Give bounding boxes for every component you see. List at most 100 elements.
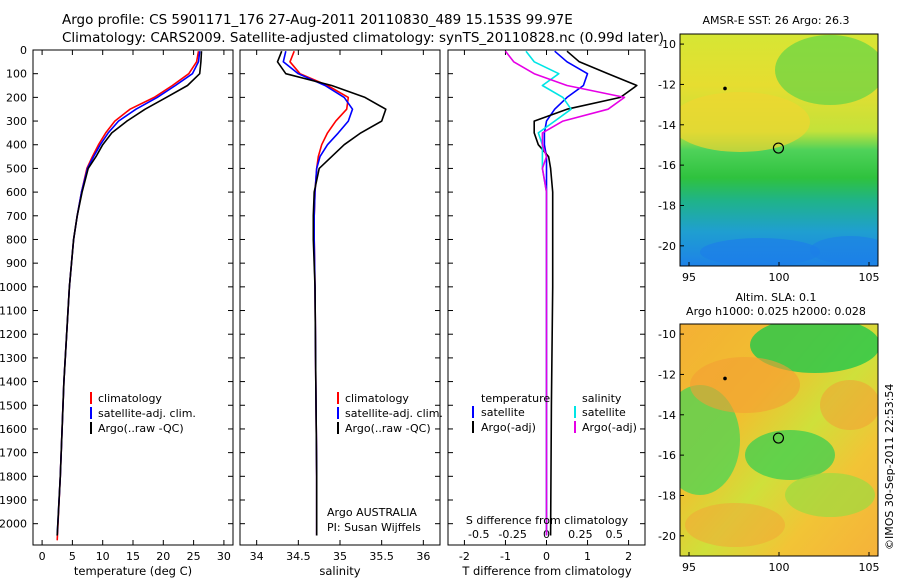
y-tick-label: 1900 bbox=[0, 494, 27, 507]
series-line-argo bbox=[533, 50, 638, 536]
y-tick-label: 1600 bbox=[0, 423, 27, 436]
sst-cool-patch bbox=[700, 238, 820, 266]
legend-label-s-argo: Argo(-adj) bbox=[582, 421, 637, 434]
legend-label-t-satellite: satellite bbox=[481, 406, 525, 419]
sla-map-panel: Altim. SLA: 0.1 Argo h1000: 0.025 h2000:… bbox=[658, 291, 879, 574]
x-tick-label: 0 bbox=[39, 550, 46, 563]
map-y-tick-label: -18 bbox=[658, 489, 676, 502]
y-tick-label: 1800 bbox=[0, 470, 27, 483]
y-tick-label: 1400 bbox=[0, 376, 27, 389]
float-location-marker bbox=[772, 142, 785, 154]
x-tick-label: 30 bbox=[217, 550, 231, 563]
temperature-xlabel: temperature (deg C) bbox=[74, 564, 192, 578]
y-tick-label: 1700 bbox=[0, 447, 27, 460]
sla-orange-patch bbox=[690, 357, 800, 413]
sla-green-patch bbox=[750, 324, 878, 373]
difference-legend: temperature salinity satellite Argo(-adj… bbox=[472, 392, 637, 434]
series-line-argo bbox=[276, 50, 387, 536]
top-x-tick-label: 0.5 bbox=[606, 528, 624, 541]
float-program-label: Argo AUSTRALIA bbox=[327, 506, 417, 519]
legend-label-t-argo: Argo(-adj) bbox=[481, 421, 536, 434]
legend-label-argo: Argo(..raw -QC) bbox=[345, 422, 431, 435]
x-tick-label: 34 bbox=[250, 550, 264, 563]
map-y-tick-label: -12 bbox=[658, 78, 676, 91]
temperature-panel: 0 5 10 15 20 25 300100200300400500600700800900… bbox=[0, 44, 234, 578]
y-tick-label: 1100 bbox=[0, 305, 27, 318]
x-tick-label: 35 bbox=[333, 550, 347, 563]
y-tick-label: 1200 bbox=[0, 328, 27, 341]
series-line-argo_s bbox=[504, 50, 626, 536]
x-tick-label: 2 bbox=[625, 550, 632, 563]
map-y-tick-label: -18 bbox=[658, 199, 676, 212]
x-tick-label: -1 bbox=[500, 550, 511, 563]
sst-map-markers bbox=[723, 86, 785, 154]
y-tick-label: 400 bbox=[6, 139, 27, 152]
sst-warm-patch bbox=[680, 92, 810, 152]
temperature-legend: climatology satellite-adj. clim. Argo(..… bbox=[90, 392, 196, 435]
x-tick-label: -2 bbox=[459, 550, 470, 563]
x-tick-label: 5 bbox=[69, 550, 76, 563]
track-point bbox=[723, 376, 727, 381]
difference-top-xlabel: S difference from climatology bbox=[466, 514, 629, 527]
legend-label-satellite: satellite-adj. clim. bbox=[98, 407, 196, 420]
salinity-ticks: 34 34.5 35 35.5 36 bbox=[240, 49, 440, 563]
x-tick-label: 1 bbox=[584, 550, 591, 563]
legend-title-temperature: temperature bbox=[481, 392, 550, 405]
sst-map-panel: AMSR-E SST: 26 Argo: 26.3 95 100 105 -10 -12… bbox=[658, 14, 879, 284]
y-tick-label: 800 bbox=[6, 233, 27, 246]
map-x-tick-label: 105 bbox=[859, 561, 880, 574]
map-y-tick-label: -14 bbox=[658, 409, 676, 422]
y-tick-label: 300 bbox=[6, 115, 27, 128]
map-x-tick-label: 95 bbox=[682, 561, 696, 574]
salinity-panel: 34 34.5 35 35.5 36 salinity climatology sate… bbox=[239, 49, 443, 578]
y-tick-label: 1300 bbox=[0, 352, 27, 365]
y-tick-label: 0 bbox=[20, 44, 27, 57]
x-tick-label: 10 bbox=[96, 550, 110, 563]
difference-ticks: -2 -1 0 1 2-0.5 -0.25 0 0.25 0.5 bbox=[448, 49, 645, 563]
legend-label-argo: Argo(..raw -QC) bbox=[98, 422, 184, 435]
sla-map-title-line1: Altim. SLA: 0.1 bbox=[735, 291, 816, 304]
temperature-ticks: 0 5 10 15 20 25 300100200300400500600700800900… bbox=[0, 44, 233, 563]
map-x-tick-label: 105 bbox=[859, 271, 880, 284]
difference-panel: -2 -1 0 1 2-0.5 -0.25 0 0.25 0.5 T difference fr… bbox=[447, 49, 646, 578]
y-tick-label: 700 bbox=[6, 210, 27, 223]
top-x-tick-label: -0.25 bbox=[498, 528, 526, 541]
salinity-axes bbox=[239, 49, 441, 546]
figure-title-line2: Climatology: CARS2009. Satellite-adjuste… bbox=[62, 30, 664, 46]
x-tick-label: 20 bbox=[156, 550, 170, 563]
map-y-tick-label: -10 bbox=[658, 38, 676, 51]
sla-green-patch-2 bbox=[680, 385, 740, 495]
map-x-tick-label: 95 bbox=[682, 271, 696, 284]
x-tick-label: 35.5 bbox=[369, 550, 394, 563]
y-tick-label: 200 bbox=[6, 91, 27, 104]
legend-label-climatology: climatology bbox=[98, 392, 162, 405]
sla-map-ticks: 95 100 105 -10 -12 -14 -16 -18 -20 bbox=[658, 328, 879, 574]
x-tick-label: 25 bbox=[187, 550, 201, 563]
sst-map-title: AMSR-E SST: 26 Argo: 26.3 bbox=[702, 14, 849, 27]
y-tick-label: 500 bbox=[6, 162, 27, 175]
figure-title-line1: Argo profile: CS 5901171_176 27-Aug-2011… bbox=[62, 12, 573, 28]
float-pi-label: PI: Susan Wijffels bbox=[327, 521, 421, 534]
legend-label-s-satellite: satellite bbox=[582, 406, 626, 419]
sla-green-patch-4 bbox=[785, 473, 875, 517]
map-x-tick-label: 100 bbox=[769, 561, 790, 574]
map-y-tick-label: -14 bbox=[658, 119, 676, 132]
sla-map-title-line2: Argo h1000: 0.025 h2000: 0.028 bbox=[686, 305, 866, 318]
sst-green-patch bbox=[775, 35, 878, 105]
sst-heatmap bbox=[680, 34, 878, 266]
x-tick-label: 34.5 bbox=[286, 550, 311, 563]
legend-label-climatology: climatology bbox=[345, 392, 409, 405]
top-x-tick-label: 0.25 bbox=[568, 528, 593, 541]
sla-heatmap bbox=[680, 324, 878, 556]
sla-orange-patch-2 bbox=[820, 380, 878, 430]
y-tick-label: 2000 bbox=[0, 518, 27, 531]
map-y-tick-label: -10 bbox=[658, 328, 676, 341]
temperature-lines bbox=[56, 51, 203, 541]
float-location-marker bbox=[772, 432, 785, 444]
sst-map-ticks: 95 100 105 -10 -12 -14 -16 -18 -20 bbox=[658, 38, 879, 284]
map-y-tick-label: -20 bbox=[658, 530, 676, 543]
map-x-tick-label: 100 bbox=[769, 271, 790, 284]
copyright-stamp: ©IMOS 30-Sep-2011 22:53:54 bbox=[883, 384, 896, 550]
x-tick-label: 15 bbox=[126, 550, 140, 563]
track-point bbox=[723, 86, 727, 91]
